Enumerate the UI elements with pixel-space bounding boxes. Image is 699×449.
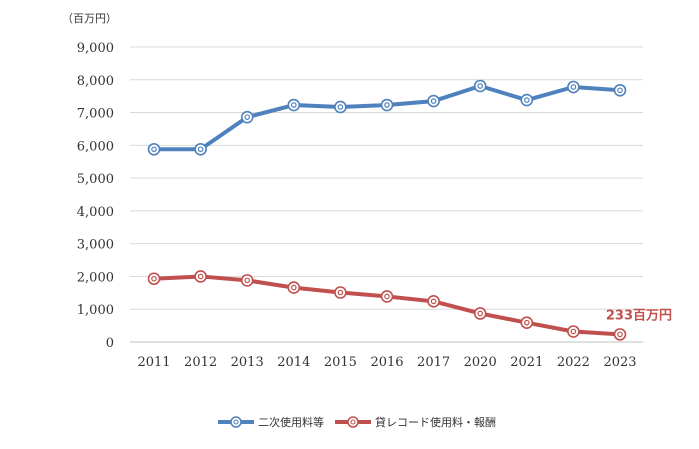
x-tick-label: 2013 (231, 355, 264, 370)
x-axis: 2011 2012 2013 2014 2015 2016 2017 2020 2021 2022… (137, 355, 636, 370)
annotations: 233百万円 (606, 308, 672, 323)
x-tick-label: 2017 (417, 355, 450, 370)
x-tick-label: 2021 (510, 355, 543, 370)
data-point (613, 83, 627, 97)
data-point (147, 272, 161, 286)
data-point (427, 94, 440, 108)
data-point (240, 274, 254, 287)
y-tick-label: 0 (106, 336, 114, 351)
annotation-label: 233百万円 (606, 308, 672, 323)
data-point (567, 80, 580, 94)
x-tick-label: 2014 (277, 355, 310, 370)
y-tick-label: 4,000 (77, 205, 114, 220)
y-tick-label: 8,000 (77, 74, 114, 89)
data-point (567, 325, 580, 338)
data-point (334, 100, 347, 114)
y-tick-label: 6,000 (77, 139, 114, 154)
legend-label: 二次使用料等 (258, 415, 324, 429)
series-line-1 (152, 274, 622, 337)
data-point (287, 281, 301, 294)
x-tick-label: 2020 (464, 355, 497, 370)
data-point (380, 290, 394, 303)
y-tick-label: 3,000 (77, 238, 114, 253)
y-tick-label: 2,000 (77, 270, 114, 285)
x-tick-label: 2016 (370, 355, 403, 370)
y-tick-label: 9,000 (77, 41, 114, 56)
x-tick-label: 2011 (137, 355, 170, 370)
data-point (240, 110, 254, 124)
y-axis: 0 1,000 2,000 3,000 4,000 5,000 6,000 7,000 8,00… (77, 41, 114, 351)
data-point (194, 142, 207, 156)
data-point (334, 286, 347, 299)
x-tick-label: 2022 (557, 355, 590, 370)
data-point (194, 270, 207, 283)
data-point (380, 98, 394, 112)
data-point (520, 93, 534, 107)
data-point (147, 142, 161, 156)
data-point (520, 316, 534, 329)
legend-entry: 二次使用料等 (218, 415, 324, 429)
data-point (287, 98, 301, 112)
plot-area (147, 79, 627, 341)
x-tick-label: 2012 (184, 355, 217, 370)
data-point (473, 307, 487, 320)
data-point (427, 295, 440, 308)
legend-entry: 貸レコード使用料・報酬 (335, 415, 496, 429)
x-tick-label: 2023 (603, 355, 636, 370)
data-point (613, 328, 627, 341)
x-tick-label: 2015 (324, 355, 357, 370)
data-point (473, 79, 487, 93)
y-tick-label: 1,000 (77, 303, 114, 318)
y-tick-label: 5,000 (77, 172, 114, 187)
y-tick-label: 7,000 (77, 107, 114, 122)
series-line-0 (152, 84, 622, 152)
legend-label: 貸レコード使用料・報酬 (375, 415, 496, 429)
y-unit-label: （百万円） (62, 12, 117, 25)
legend: 二次使用料等 貸レコード使用料・報酬 (218, 415, 496, 429)
